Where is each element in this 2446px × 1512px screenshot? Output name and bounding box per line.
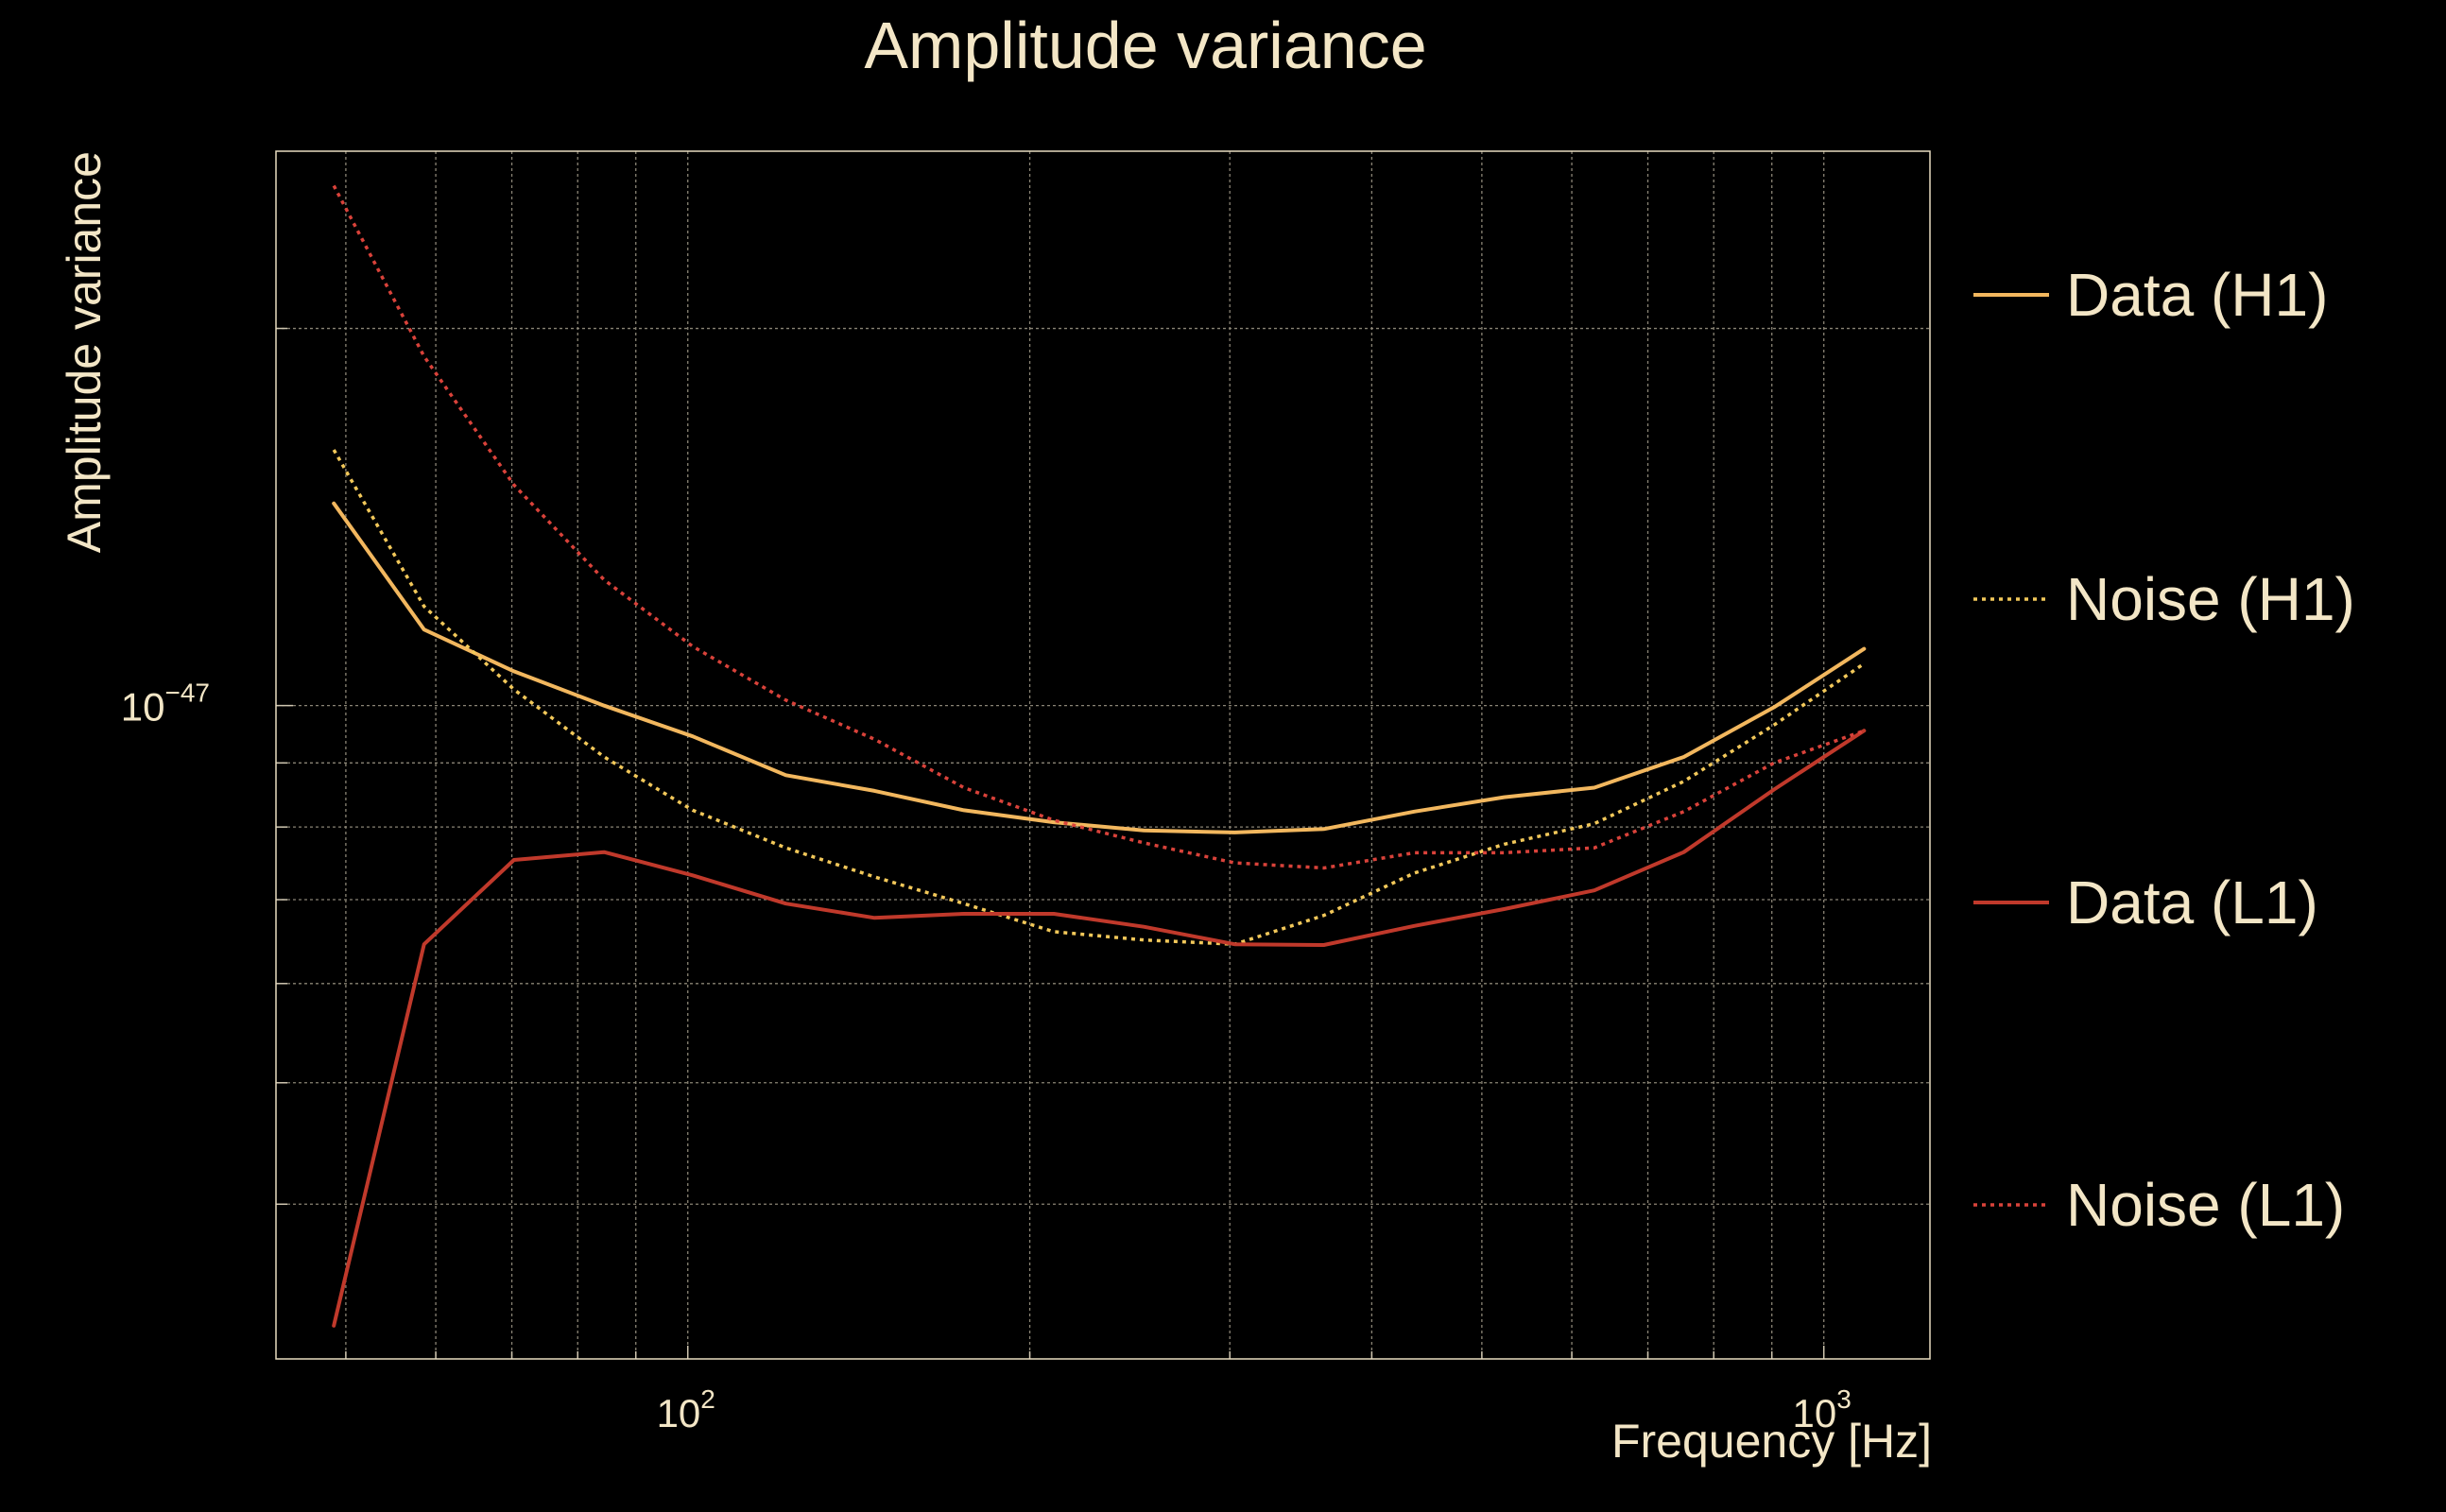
series-2-point-18 (1864, 663, 1865, 664)
series-3-point-15 (1593, 890, 1594, 891)
series-4-point-5 (692, 646, 693, 647)
series-2-point-7 (874, 876, 875, 877)
series-2-point-5 (692, 810, 693, 811)
series-3-point-17 (1774, 789, 1775, 790)
y-tick-label-1: 10−47 (121, 679, 210, 730)
series-2-point-10 (1144, 939, 1145, 940)
series-3-point-14 (1504, 909, 1505, 910)
series-4-point-13 (1414, 852, 1415, 853)
series-line-2 (332, 449, 1866, 946)
series-4-point-7 (874, 739, 875, 740)
legend-label-4: Noise (L1) (2066, 1171, 2345, 1239)
series-line-3 (332, 729, 1867, 1328)
series-layer (332, 184, 1867, 1328)
series-3-point-1 (334, 1325, 335, 1326)
series-2-point-13 (1414, 872, 1415, 873)
legend-label-3: Data (L1) (2066, 868, 2318, 936)
series-4-point-9 (1054, 820, 1055, 821)
series-1-point-4 (604, 705, 605, 706)
series-1-point-7 (874, 790, 875, 791)
grid-lines (276, 151, 1930, 1359)
series-2-point-12 (1323, 915, 1324, 916)
series-3-point-8 (963, 914, 964, 915)
series-4-point-1 (334, 185, 335, 186)
series-2-point-4 (604, 757, 605, 758)
series-3-point-11 (1234, 944, 1235, 945)
x-axis-label: Frequency [Hz] (1611, 1415, 1932, 1468)
series-line-4 (332, 184, 1865, 870)
series-1-point-17 (1774, 707, 1775, 708)
series-1-point-15 (1593, 787, 1594, 788)
series-4-point-11 (1234, 863, 1235, 864)
series-4-point-10 (1144, 842, 1145, 843)
series-3-point-12 (1323, 945, 1324, 946)
series-3-point-6 (785, 903, 786, 904)
series-3-point-2 (423, 944, 424, 945)
series-1-point-2 (423, 629, 424, 630)
series-3-point-4 (604, 851, 605, 852)
series-2-point-14 (1504, 844, 1505, 845)
series-1-point-9 (1054, 822, 1055, 823)
series-3-point-3 (513, 860, 514, 861)
series-4-point-2 (423, 356, 424, 357)
series-2-point-16 (1683, 781, 1684, 782)
series-2-point-9 (1054, 931, 1055, 932)
series-3-point-5 (692, 875, 693, 876)
series-1-point-11 (1234, 832, 1235, 833)
series-3-point-16 (1683, 851, 1684, 852)
series-2-point-1 (334, 450, 335, 451)
legend: Data (H1) Noise (H1) Data (L1) Noise (L1) (1973, 261, 2355, 1239)
x-tick-label-2: 103 (1793, 1384, 1852, 1435)
series-4-point-3 (513, 485, 514, 486)
series-1-point-13 (1414, 811, 1415, 812)
series-4-point-14 (1504, 852, 1505, 853)
series-2-point-2 (423, 606, 424, 607)
legend-label-2: Noise (H1) (2066, 565, 2355, 633)
series-2-point-15 (1593, 823, 1594, 824)
tick-labels: 102 103 10−47 (121, 679, 1852, 1435)
series-1-point-16 (1683, 757, 1684, 758)
series-1-point-5 (692, 736, 693, 737)
series-line-1 (332, 501, 1867, 834)
series-4-point-6 (785, 699, 786, 700)
series-2-point-8 (963, 903, 964, 904)
series-3-point-13 (1414, 925, 1415, 926)
series-2-point-17 (1774, 725, 1775, 726)
plot-frame (275, 150, 1931, 1360)
series-4-point-15 (1593, 848, 1594, 849)
series-3-point-10 (1144, 926, 1145, 927)
series-1-point-8 (963, 810, 964, 811)
chart-title: Amplitude variance (864, 9, 1426, 82)
series-1-point-14 (1504, 797, 1505, 798)
series-1-point-3 (513, 671, 514, 672)
series-3-point-9 (1054, 914, 1055, 915)
series-4-point-18 (1864, 730, 1865, 731)
series-1-point-18 (1864, 648, 1865, 649)
series-4-point-17 (1774, 763, 1775, 764)
series-1-point-1 (334, 503, 335, 504)
series-4-point-16 (1683, 811, 1684, 812)
series-1-point-6 (785, 775, 786, 776)
y-axis-label: Amplitude variance (58, 151, 111, 553)
series-4-point-4 (604, 579, 605, 580)
x-tick-label-1: 102 (657, 1384, 715, 1435)
series-2-point-6 (785, 848, 786, 849)
series-2-point-3 (513, 689, 514, 690)
series-3-point-7 (874, 918, 875, 919)
series-1-point-10 (1144, 830, 1145, 831)
legend-label-1: Data (H1) (2066, 261, 2328, 329)
axis-ticks (276, 327, 1825, 1359)
series-1-point-12 (1323, 829, 1324, 830)
series-4-point-8 (963, 787, 964, 788)
